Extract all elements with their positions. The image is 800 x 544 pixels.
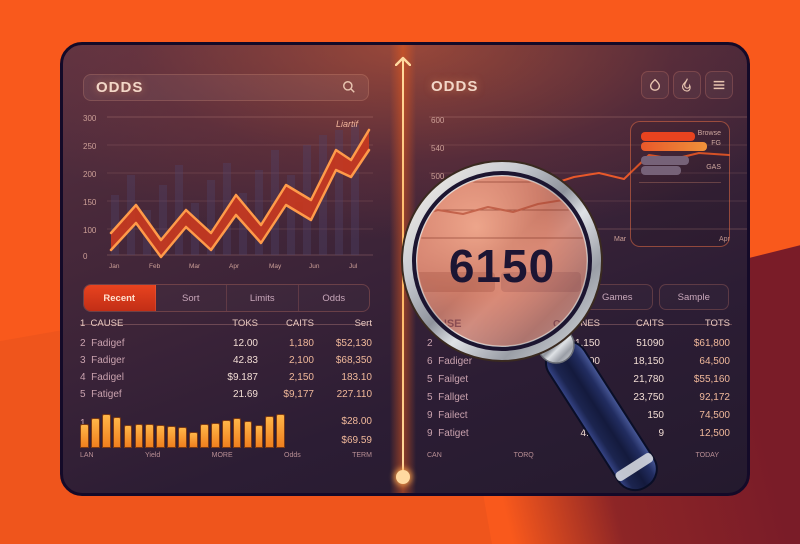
- svg-text:Jun: Jun: [309, 263, 320, 270]
- svg-text:Jan: Jan: [109, 263, 120, 270]
- svg-text:May: May: [269, 263, 282, 270]
- svg-text:300: 300: [83, 115, 97, 123]
- svg-text:Feb: Feb: [149, 263, 161, 270]
- svg-text:0: 0: [83, 252, 88, 261]
- svg-text:Apr: Apr: [229, 263, 240, 270]
- svg-text:600: 600: [431, 116, 445, 125]
- svg-text:Mar: Mar: [189, 263, 201, 270]
- svg-text:Liartif: Liartif: [336, 119, 360, 129]
- svg-text:Jul: Jul: [349, 263, 358, 270]
- svg-text:100: 100: [83, 226, 97, 235]
- svg-text:250: 250: [83, 142, 97, 151]
- svg-text:200: 200: [83, 170, 97, 179]
- svg-text:150: 150: [83, 198, 97, 207]
